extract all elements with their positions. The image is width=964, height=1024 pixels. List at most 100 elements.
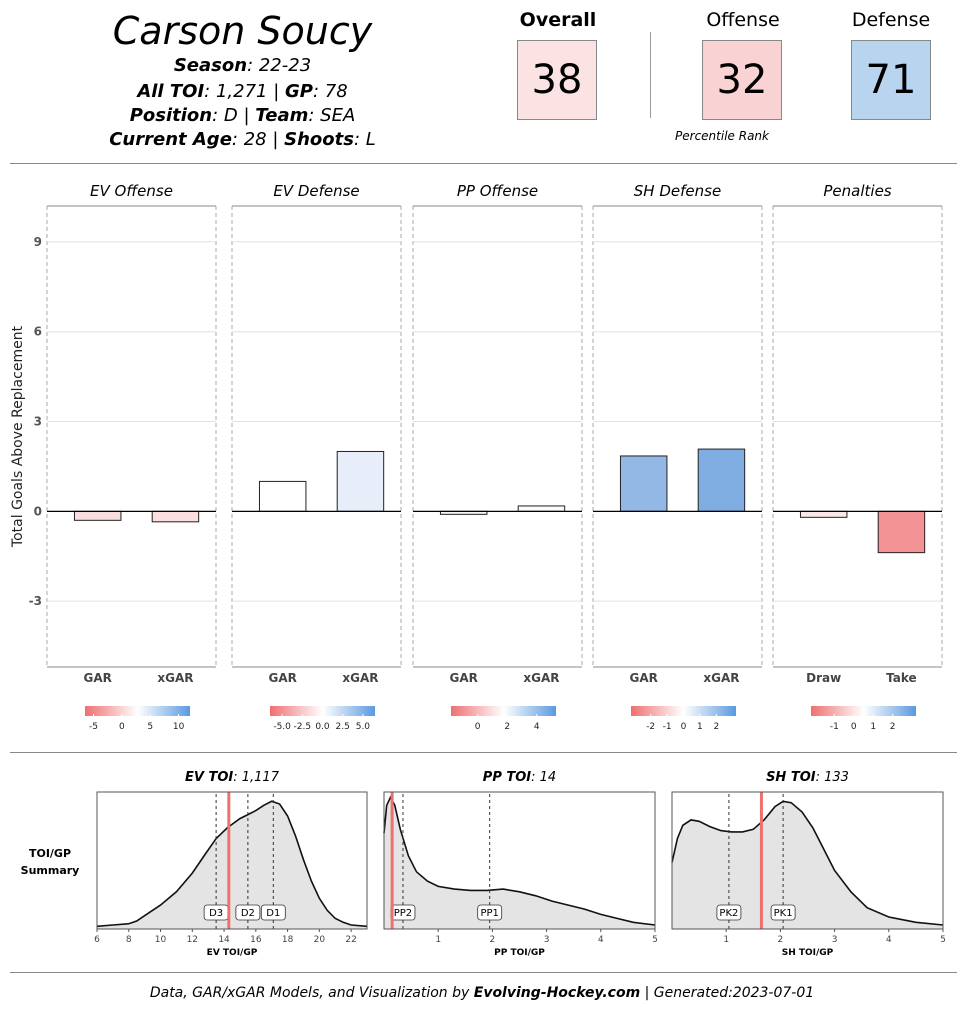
legend-tick-label: -2.5: [294, 722, 312, 732]
x-tick-label: GAR: [84, 671, 112, 685]
x-tick-label: 5: [940, 935, 946, 945]
x-axis-label: PP TOI/GP: [494, 948, 545, 958]
x-tick-label: xGAR: [342, 671, 378, 685]
y-tick-label: 3: [34, 415, 42, 429]
legend-tick-label: 5: [147, 722, 153, 732]
density-curve: [96, 800, 368, 928]
color-legend-bar: [451, 706, 556, 716]
chart-divider: [10, 752, 957, 753]
tier-marker-label: PP1: [480, 908, 498, 919]
toi-panel-frame: [96, 791, 368, 930]
density-area: [384, 797, 655, 929]
x-tick-label: Draw: [806, 671, 841, 685]
season-line: Season: 22-23: [173, 55, 312, 76]
y-tick-label: 6: [34, 325, 42, 339]
x-tick-label: xGAR: [523, 671, 559, 685]
legend-tick-label: 1: [870, 722, 876, 732]
toi-panel-title: EV TOI: 1,117: [185, 770, 280, 785]
bar: [73, 510, 122, 521]
y-tick-label: 0: [34, 504, 42, 518]
x-tick-label: 1: [723, 935, 729, 945]
toi-title-value: : 1,117: [233, 770, 279, 785]
legend-tick-label: 0: [851, 722, 857, 732]
toi-title-value: : 14: [531, 770, 556, 785]
x-tick-label: 8: [126, 935, 132, 945]
panel-title: Penalties: [823, 182, 891, 200]
x-tick-label: 1: [435, 935, 441, 945]
panel-title: EV Offense: [90, 182, 173, 200]
legend-tick-label: -5.0: [273, 722, 291, 732]
density-area: [97, 801, 367, 929]
color-legend-bar: [270, 706, 375, 716]
toi-title-value: : 133: [816, 770, 849, 785]
legend-tick-label: -5: [89, 722, 98, 732]
tier-marker-label: PP2: [394, 908, 412, 919]
bar: [799, 510, 848, 518]
bar: [697, 448, 746, 512]
x-tick-label: 2: [490, 935, 496, 945]
y-tick-label: 9: [34, 235, 42, 249]
panel-title: PP Offense: [457, 182, 538, 200]
toi-summary-label: TOI/GP Summary: [20, 847, 80, 877]
player-name: Carson Soucy: [112, 9, 373, 53]
tier-marker-label: PK2: [719, 908, 738, 919]
x-tick-label: GAR: [630, 671, 658, 685]
overall-rank-box: 38: [517, 40, 597, 120]
tier-marker-box: [716, 904, 742, 921]
x-tick-label: xGAR: [157, 671, 193, 685]
bar: [877, 510, 926, 554]
legend-tick-label: 0: [119, 722, 125, 732]
color-legend-bar: [85, 706, 190, 716]
footer-divider: [10, 972, 957, 973]
x-tick-label: 12: [187, 935, 198, 945]
age-shoots-line: Current Age: 28 | Shoots: L: [109, 129, 376, 150]
defense-label: Defense: [851, 9, 931, 31]
y-tick-label: -3: [29, 594, 42, 608]
y-axis-label: Total Goals Above Replacement: [10, 325, 26, 548]
x-axis-label: EV TOI/GP: [207, 948, 258, 958]
x-tick-label: 5: [652, 935, 658, 945]
density-curve: [671, 800, 944, 926]
bar: [517, 505, 566, 512]
bar: [336, 450, 385, 512]
color-legend-bar: [631, 706, 736, 716]
x-tick-label: 3: [832, 935, 838, 945]
legend-tick-label: 5.0: [356, 722, 371, 732]
x-tick-label: GAR: [450, 671, 478, 685]
legend-tick-label: 4: [534, 722, 540, 732]
density-area: [672, 801, 943, 929]
toi-panel-title: PP TOI: 14: [483, 770, 556, 785]
legend-tick-label: -1: [663, 722, 672, 732]
legend-tick-label: 10: [173, 722, 185, 732]
tier-marker-label: PK1: [774, 908, 793, 919]
legend-tick-label: 2: [504, 722, 510, 732]
toi-title-label: PP TOI: [483, 770, 532, 785]
x-tick-label: 4: [886, 935, 892, 945]
x-tick-label: 16: [250, 935, 262, 945]
panel-title: SH Defense: [634, 182, 721, 200]
legend-tick-label: 2: [713, 722, 719, 732]
tier-marker-box: [260, 904, 286, 921]
x-tick-label: 4: [598, 935, 604, 945]
x-tick-label: 20: [314, 935, 326, 945]
panel-title: EV Defense: [273, 182, 359, 200]
color-legend-bar: [811, 706, 916, 716]
legend-tick-label: 1: [697, 722, 703, 732]
tier-marker-label: D1: [266, 908, 280, 919]
x-tick-label: 2: [778, 935, 784, 945]
defense-rank-box: 71: [851, 40, 931, 120]
tier-marker-box: [235, 904, 261, 921]
gar-chart: Total Goals Above Replacement -3 0 3 6 9 EV Of…: [10, 182, 943, 732]
toi-panel-frame: [383, 791, 656, 930]
overall-label: Overall: [519, 9, 597, 31]
x-tick-label: 18: [282, 935, 294, 945]
legend-tick-label: 0: [475, 722, 481, 732]
x-tick-label: 6: [94, 935, 100, 945]
header-divider: [10, 163, 957, 164]
toi-panel-title: SH TOI: 133: [766, 770, 849, 785]
x-tick-label: 14: [218, 935, 230, 945]
bar: [151, 510, 200, 523]
tier-marker-box: [477, 904, 503, 921]
bar: [619, 455, 668, 512]
offense-label: Offense: [706, 9, 780, 31]
